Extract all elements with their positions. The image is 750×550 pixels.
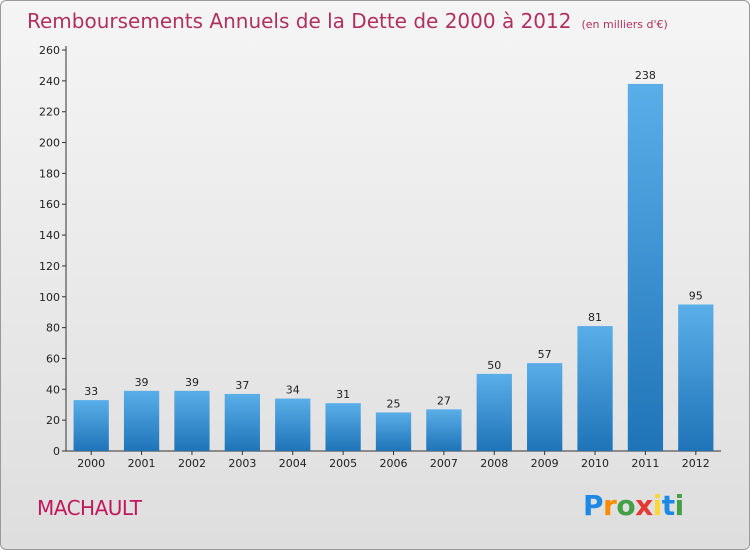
y-tick-label: 180 — [39, 167, 60, 180]
x-tick-label: 2011 — [631, 457, 659, 470]
y-tick-label: 140 — [39, 229, 60, 242]
x-tick-label: 2007 — [430, 457, 458, 470]
y-tick-label: 200 — [39, 137, 60, 150]
x-tick-label: 2000 — [77, 457, 105, 470]
chart-axes: 0 20 40 60 80 100 120 140 160 180 200 220 240 260 2000… — [39, 44, 721, 470]
y-tick-label: 80 — [46, 322, 60, 335]
logo-letter: o — [616, 489, 636, 522]
chart-title-text: Remboursements Annuels de la Dette de 20… — [27, 9, 572, 33]
x-tick-label: 2008 — [480, 457, 508, 470]
bar-2001 — [123, 390, 160, 451]
data-label: 39 — [135, 376, 149, 389]
bar-2003 — [224, 393, 260, 451]
data-label: 37 — [235, 379, 249, 392]
logo-letter: P — [583, 489, 604, 522]
logo-letter: i — [674, 489, 685, 522]
data-label: 50 — [487, 359, 501, 372]
bar-2011 — [627, 83, 664, 451]
data-label: 34 — [286, 384, 300, 397]
logo-letter: t — [661, 489, 675, 522]
x-tick-label: 2001 — [128, 457, 156, 470]
bar-2005 — [325, 403, 361, 451]
data-label: 95 — [689, 289, 703, 302]
data-label: 33 — [84, 385, 98, 398]
proxiti-logo: Proxiti — [583, 489, 684, 522]
x-tick-label: 2002 — [178, 457, 206, 470]
data-label: 27 — [437, 394, 451, 407]
logo-letter: i — [652, 489, 663, 522]
data-label: 57 — [538, 348, 552, 361]
logo-letter: x — [635, 489, 653, 522]
bar-2010 — [577, 326, 613, 451]
y-tick-label: 160 — [39, 198, 60, 211]
bar-2012 — [678, 304, 714, 451]
bar-2000 — [73, 400, 109, 451]
y-tick-label: 240 — [39, 75, 60, 88]
chart-unit-note: (en milliers d'€) — [581, 18, 668, 31]
data-label: 81 — [588, 311, 602, 324]
x-tick-label: 2006 — [380, 457, 408, 470]
y-tick-label: 60 — [46, 352, 60, 365]
bar-2008 — [476, 373, 512, 451]
bar-2002 — [174, 390, 210, 451]
data-label: 31 — [336, 388, 350, 401]
x-tick-label: 2010 — [581, 457, 609, 470]
y-tick-label: 100 — [39, 291, 60, 304]
bar-2006 — [375, 412, 412, 451]
data-label: 25 — [387, 397, 401, 410]
x-tick-label: 2012 — [682, 457, 710, 470]
data-label: 39 — [185, 376, 199, 389]
bar-2007 — [426, 409, 462, 451]
logo-letter: r — [603, 489, 617, 522]
y-tick-label: 40 — [46, 383, 60, 396]
y-tick-label: 120 — [39, 260, 60, 273]
y-tick-label: 260 — [39, 44, 60, 57]
bar-2009 — [527, 363, 563, 451]
commune-name: MACHAULT — [37, 496, 142, 520]
bar-2004 — [275, 398, 311, 451]
x-tick-label: 2009 — [531, 457, 559, 470]
x-tick-label: 2003 — [228, 457, 256, 470]
chart-title: Remboursements Annuels de la Dette de 20… — [27, 9, 668, 33]
x-tick-label: 2005 — [329, 457, 357, 470]
chart-labels: 33 39 39 37 34 31 25 27 50 57 81 238 95 — [84, 69, 703, 411]
data-label: 238 — [635, 69, 656, 82]
x-tick-label: 2004 — [279, 457, 307, 470]
y-tick-label: 20 — [46, 414, 60, 427]
y-tick-label: 220 — [39, 106, 60, 119]
chart-bars — [73, 83, 714, 451]
y-tick-label: 0 — [53, 445, 60, 458]
